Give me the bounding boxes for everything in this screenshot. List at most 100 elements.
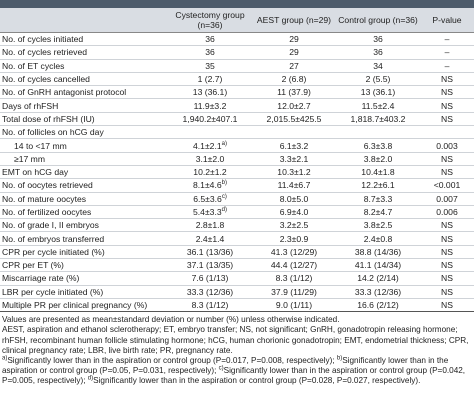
table-cell: 8.1±4.6b) bbox=[168, 178, 252, 193]
table-cell: 41.1 (14/34) bbox=[336, 258, 420, 273]
table-row: No. of cycles initiated 36 29 36– bbox=[0, 32, 474, 47]
row-label: No. of cycles retrieved bbox=[0, 45, 168, 60]
table-row: CPR per ET (%) 37.1 (13/35) 44.4 (12/27) 41… bbox=[0, 258, 474, 273]
table-row: LBR per cycle initiated (%) 33.3 (12/36) 3… bbox=[0, 285, 474, 299]
row-label: No. of GnRH antagonist protocol bbox=[0, 85, 168, 100]
table-cell: 36 bbox=[168, 32, 252, 47]
column-header: Control group (n=36) bbox=[336, 8, 420, 33]
table-cell: 38.8 (14/36) bbox=[336, 245, 420, 260]
table-cell: 8.2±4.7 bbox=[336, 205, 420, 220]
table-cell: 35 bbox=[168, 59, 252, 73]
row-label: Miscarriage rate (%) bbox=[0, 271, 168, 286]
cell-text: 4.1±2.1 bbox=[193, 140, 222, 151]
table-row: 14 to <17 mm 4.1±2.1a) 6.1±3.2 6.3±3.8 0.003 bbox=[0, 138, 474, 153]
table-row: No. of cycles retrieved 36 29 36– bbox=[0, 45, 474, 60]
footnote-mark: a) bbox=[2, 355, 8, 362]
table-cell bbox=[252, 125, 336, 140]
table-cell: – bbox=[420, 45, 474, 60]
table-cell: 10.2±1.2 bbox=[168, 165, 252, 180]
table-cell: 27 bbox=[252, 59, 336, 73]
significance-notes: a)Significantly lower than in the aspira… bbox=[2, 355, 472, 387]
column-header: AEST group (n=29) bbox=[252, 8, 336, 33]
table-cell: NS bbox=[420, 231, 474, 246]
table-cell: 10.3±1.2 bbox=[252, 165, 336, 180]
table-cell: 29 bbox=[252, 45, 336, 60]
table-cell bbox=[336, 125, 420, 140]
table-cell: 11 (37.9) bbox=[252, 85, 336, 100]
row-label: Total dose of rhFSH (IU) bbox=[0, 112, 168, 127]
footnotes: Values are presented as mean±standard de… bbox=[0, 312, 474, 386]
cell-text: 6.5±3.6 bbox=[193, 193, 222, 204]
table-cell: – bbox=[420, 32, 474, 47]
row-label: Multiple PR per clinical pregnancy (%) bbox=[0, 298, 168, 313]
row-label: Days of rhFSH bbox=[0, 98, 168, 113]
table-cell: 10.4±1.8 bbox=[336, 165, 420, 180]
table-cell: 12.2±6.1 bbox=[336, 178, 420, 193]
table-cell: 6.1±3.2 bbox=[252, 138, 336, 153]
cell-text: ≥17 mm bbox=[14, 153, 45, 164]
row-label: No. of grade I, II embryos bbox=[0, 218, 168, 233]
table-row: No. of follicles on hCG day bbox=[0, 125, 474, 140]
cell-text: 14 to <17 mm bbox=[14, 140, 67, 151]
table-cell: – bbox=[420, 59, 474, 73]
table-row: No. of oocytes retrieved 8.1±4.6b) 11.4±6.… bbox=[0, 178, 474, 193]
table-cell: 3.2±2.5 bbox=[252, 218, 336, 233]
table-cell: 6.9±4.0 bbox=[252, 205, 336, 220]
table-cell: 0.006 bbox=[420, 205, 474, 220]
header-row: Cystectomy group (n=36) AEST group (n=29)… bbox=[0, 8, 474, 33]
table-row: CPR per cycle initiated (%) 36.1 (13/36) 4… bbox=[0, 245, 474, 260]
table-cell: 11.5±2.4 bbox=[336, 98, 420, 113]
table-cell: 6.3±3.8 bbox=[336, 138, 420, 153]
row-label: No. of ET cycles bbox=[0, 59, 168, 73]
cell-text: 5.4±3.3 bbox=[193, 207, 222, 217]
table-body: No. of cycles initiated 36 29 36– No. of cyc… bbox=[0, 32, 474, 313]
row-label: No. of oocytes retrieved bbox=[0, 178, 168, 193]
title-bar bbox=[0, 0, 474, 8]
row-label: No. of embryos transferred bbox=[0, 231, 168, 246]
table-cell: NS bbox=[420, 271, 474, 286]
table-cell: 3.3±2.1 bbox=[252, 152, 336, 166]
table-cell: 8.3 (1/12) bbox=[252, 271, 336, 286]
table-cell: NS bbox=[420, 112, 474, 127]
table-row: No. of cycles cancelled 1 (2.7) 2 (6.8) 2 (… bbox=[0, 72, 474, 87]
table-row: No. of embryos transferred 2.4±1.4 2.3±0.9… bbox=[0, 231, 474, 246]
table-cell: 9.0 (1/11) bbox=[252, 298, 336, 313]
table-cell: 29 bbox=[252, 32, 336, 47]
footnote-mark: a) bbox=[221, 140, 227, 147]
table-row: No. of grade I, II embryos 2.8±1.8 3.2±2.5… bbox=[0, 218, 474, 233]
column-header: Cystectomy group (n=36) bbox=[168, 8, 252, 33]
cell-text: 8.1±4.6 bbox=[193, 180, 222, 191]
table-cell: NS bbox=[420, 285, 474, 299]
footnote-mark: d) bbox=[87, 375, 94, 382]
table-cell: 11.4±6.7 bbox=[252, 178, 336, 193]
row-label: 14 to <17 mm bbox=[0, 138, 168, 153]
table-cell: 14.2 (2/14) bbox=[336, 271, 420, 286]
table-row: Total dose of rhFSH (IU) 1,940.2±407.1 2,0… bbox=[0, 112, 474, 127]
row-label: No. of mature oocytes bbox=[0, 192, 168, 206]
table-cell: NS bbox=[420, 245, 474, 260]
table-cell: 3.1±2.0 bbox=[168, 152, 252, 166]
table-cell: 36 bbox=[336, 32, 420, 47]
footnote-mark: d) bbox=[221, 207, 227, 214]
table-cell bbox=[168, 125, 252, 140]
table-cell: 2.8±1.8 bbox=[168, 218, 252, 233]
row-label: No. of cycles cancelled bbox=[0, 72, 168, 87]
table-cell: NS bbox=[420, 85, 474, 100]
table-cell: 16.6 (2/12) bbox=[336, 298, 420, 313]
table-cell: NS bbox=[420, 98, 474, 113]
table-cell: 0.003 bbox=[420, 138, 474, 153]
table-cell: NS bbox=[420, 152, 474, 166]
table-cell: 12.0±2.7 bbox=[252, 98, 336, 113]
table-row: Multiple PR per clinical pregnancy (%) 8.… bbox=[0, 298, 474, 313]
table-cell: 7.6 (1/13) bbox=[168, 271, 252, 286]
table-cell: 4.1±2.1a) bbox=[168, 138, 252, 153]
table-cell: 2 (6.8) bbox=[252, 72, 336, 87]
table-cell: 5.4±3.3d) bbox=[168, 205, 252, 220]
table-cell: 8.0±5.0 bbox=[252, 192, 336, 206]
table-cell: 36 bbox=[336, 45, 420, 60]
row-label: No. of fertilized oocytes bbox=[0, 205, 168, 220]
table-cell: NS bbox=[420, 165, 474, 180]
row-label: ≥17 mm bbox=[0, 152, 168, 166]
footnote-mark: c) bbox=[218, 365, 224, 372]
footnote-text: Significantly lower than in the aspirati… bbox=[7, 356, 337, 366]
